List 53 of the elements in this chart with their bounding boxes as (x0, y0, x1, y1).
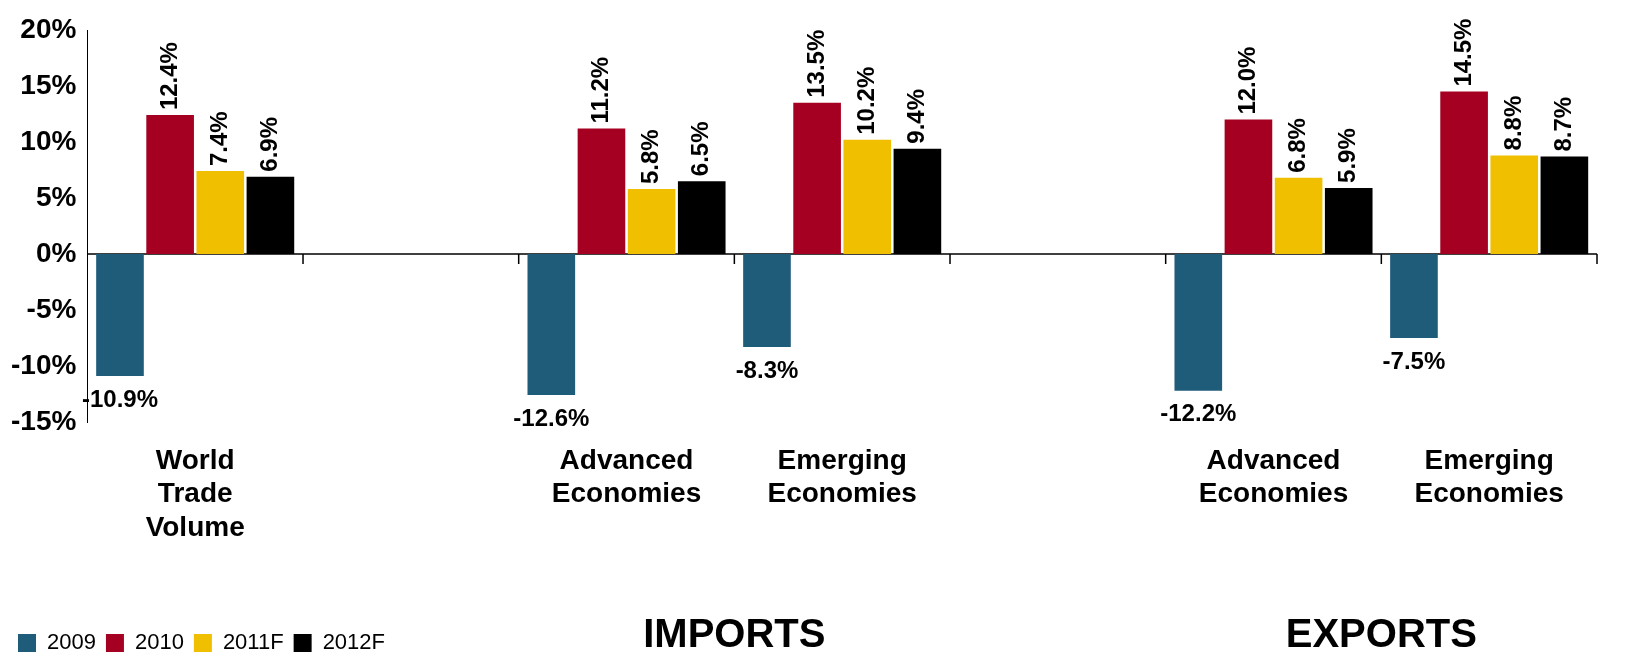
data-label: 6.5% (686, 121, 714, 177)
y-tick-label: 10% (20, 124, 77, 156)
x-tick-label: World Trade Volume (145, 443, 245, 542)
legend-label: 2011F (222, 629, 284, 655)
data-label: 6.9% (255, 117, 283, 172)
data-label: 13.5% (801, 29, 829, 98)
text: IMPORTS (643, 611, 826, 656)
data-label: -7.5% (1382, 346, 1446, 374)
bar (196, 171, 245, 254)
bar (1224, 119, 1273, 254)
y-tick-label: 20% (20, 12, 77, 44)
y-tick-label: -15% (10, 404, 77, 436)
bar (1440, 91, 1488, 254)
data-label: 5.9% (1333, 128, 1361, 183)
y-tick-label: 15% (20, 68, 77, 100)
data-label: 9.4% (902, 89, 930, 144)
bar (743, 254, 791, 347)
data-label: 12.0% (1233, 46, 1261, 115)
bar (577, 128, 626, 254)
y-tick-label: -10% (10, 348, 77, 380)
legend-label: 2012F (322, 629, 386, 655)
y-tick-label: 0% (35, 236, 77, 268)
data-label: 10.2% (851, 66, 879, 135)
bar (527, 254, 576, 396)
bar (627, 189, 676, 254)
bar (793, 102, 841, 254)
data-label: -8.3% (735, 355, 799, 383)
data-label: 5.8% (636, 129, 664, 185)
x-tick-label: Emerging Economies (767, 443, 917, 509)
data-label: 7.4% (204, 111, 232, 167)
data-label: 8.7% (1549, 96, 1577, 152)
bar (843, 139, 892, 254)
bar (96, 254, 144, 377)
data-label: 11.2% (586, 56, 614, 124)
bar (1490, 155, 1539, 254)
bar (1174, 254, 1223, 391)
text: EXPORTS (1285, 611, 1477, 656)
data-label: 8.8% (1498, 95, 1526, 151)
bar (1390, 254, 1438, 338)
bar (1274, 177, 1323, 254)
data-label: 12.4% (154, 42, 182, 111)
x-tick-label: Advanced Economies (1198, 443, 1349, 509)
legend-label: 2010 (134, 629, 184, 655)
x-tick-label: Advanced Economies (551, 443, 702, 509)
data-label: 14.5% (1448, 18, 1476, 87)
data-label: -12.2% (1160, 399, 1237, 427)
bar (146, 115, 194, 254)
y-tick-label: 5% (35, 180, 77, 212)
data-label: -12.6% (513, 403, 590, 431)
legend-label: 2009 (47, 629, 96, 655)
x-tick-label: Emerging Economies (1414, 443, 1564, 509)
data-label: 6.8% (1283, 118, 1311, 173)
y-tick-label: -5% (26, 292, 77, 324)
